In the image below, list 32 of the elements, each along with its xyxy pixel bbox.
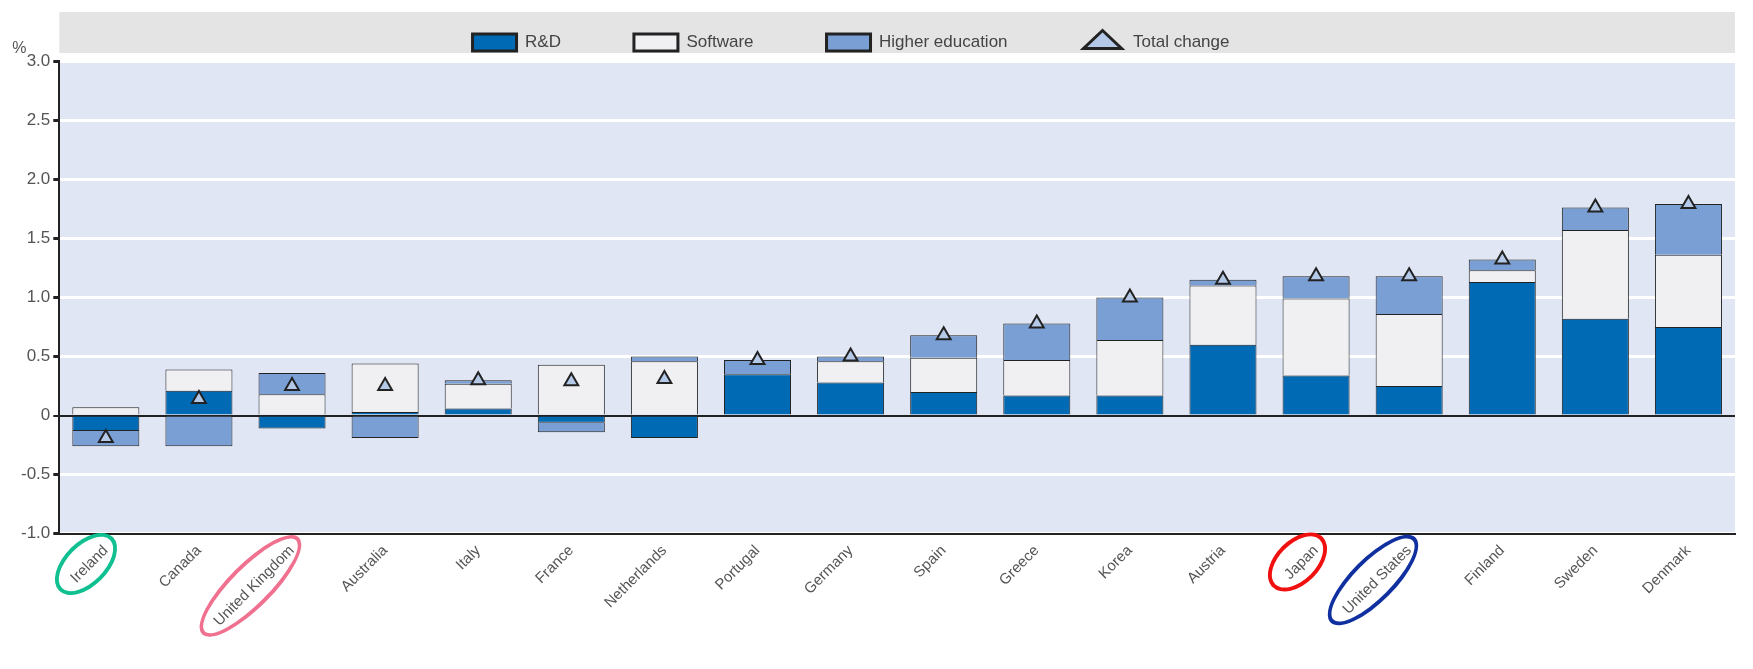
y-tick-label: 0.5 [26,346,51,366]
point [1401,267,1418,282]
point [1587,198,1604,213]
y-tick-label: 0 [40,405,51,425]
legend-label: Total change [1133,32,1281,52]
point [1494,250,1511,265]
point [470,371,487,386]
point [1121,288,1138,303]
y-tick-label: 3.0 [26,50,51,70]
point [749,351,766,366]
y-tick-label: -0.5 [21,464,51,484]
point [97,429,114,444]
y-tick-label: 2.0 [26,168,51,188]
point [656,369,673,384]
point [1680,195,1697,210]
legend-label: Higher education [879,32,1059,52]
x-tick-label: Italy [451,540,484,573]
point [191,390,207,405]
y-tick-label: 1.0 [26,287,51,307]
y-tick-label: -1.0 [21,523,51,543]
point [563,372,580,387]
y-tick-label: 2.5 [26,109,51,129]
point [284,377,300,392]
point [1028,314,1045,329]
point [842,347,859,362]
point [935,326,952,341]
point [1215,270,1231,285]
y-tick-label: 1.5 [26,227,51,247]
legend-label: Software [686,32,805,52]
legend-label: R&D [525,32,612,52]
point [1308,267,1324,282]
y-axis-title: % [12,39,27,57]
